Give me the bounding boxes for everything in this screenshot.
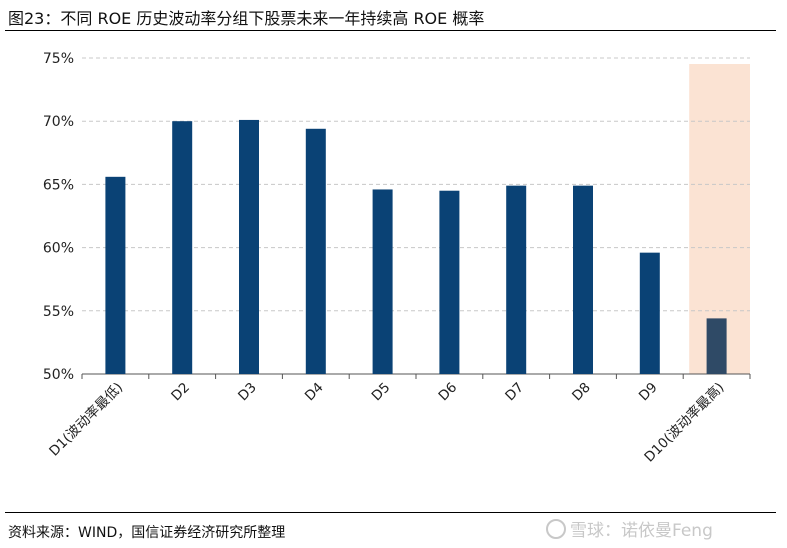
watermark: 雪球：诺依曼Feng <box>546 516 713 541</box>
x-tick-label: D1(波动率最低) <box>46 379 127 460</box>
x-tick-label: D8 <box>569 380 594 405</box>
bar-4 <box>305 128 326 374</box>
x-tick-label: D9 <box>636 380 661 405</box>
title-rule <box>5 30 776 31</box>
y-tick-label: 70% <box>43 114 74 130</box>
watermark-text: 雪球：诺依曼Feng <box>570 521 713 541</box>
x-tick-label: D4 <box>302 380 327 405</box>
x-tick-label: D5 <box>369 380 394 405</box>
chart-title: 图23：不同 ROE 历史波动率分组下股票未来一年持续高 ROE 概率 <box>8 9 485 28</box>
y-tick-label: 75% <box>43 51 74 67</box>
bar-9 <box>639 252 660 374</box>
bar-3 <box>239 119 259 374</box>
x-tick-label: D7 <box>502 380 527 405</box>
source-rule <box>5 512 776 513</box>
bar-5 <box>372 189 393 374</box>
bar-6 <box>439 190 460 374</box>
y-tick-label: 65% <box>43 177 74 193</box>
snowball-logo-icon <box>546 518 566 539</box>
bar-7 <box>506 185 527 374</box>
y-tick-label: 60% <box>43 241 74 257</box>
bar-2 <box>172 121 193 374</box>
bar-1 <box>105 176 126 374</box>
x-tick-label: D6 <box>435 380 460 405</box>
bar-8 <box>573 185 593 374</box>
y-tick-label: 50% <box>43 367 74 383</box>
bar-chart: 50% 55% 60% 65% 70% 75% D1(波动率最低) D2 D3 D4 D5 D6 D7 D… <box>43 51 751 466</box>
x-tick-label: D2 <box>168 380 193 405</box>
x-tick-label: D3 <box>235 380 260 405</box>
y-tick-label: 55% <box>43 304 74 320</box>
bar-10 <box>706 318 727 374</box>
source-note: 资料来源：WIND，国信证券经济研究所整理 <box>8 525 286 541</box>
